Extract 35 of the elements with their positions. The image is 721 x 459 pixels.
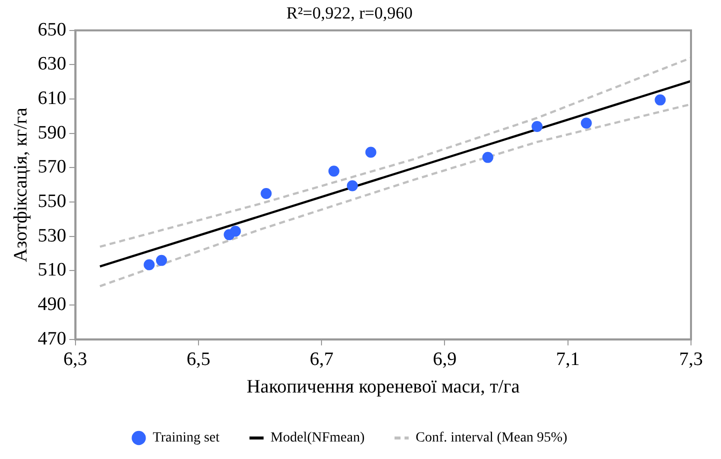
point: [482, 152, 494, 163]
y-tick-label: 530: [38, 225, 66, 246]
y-tick-label: 610: [38, 88, 66, 110]
y-tick-label: 630: [38, 54, 66, 75]
line-series: [98, 56, 691, 248]
point: [654, 94, 666, 106]
point: [328, 166, 340, 177]
x-tick-label: 6,5: [186, 348, 210, 370]
point: [230, 226, 241, 237]
x-tick-label: 6,3: [63, 348, 88, 370]
legend-label: Model(NFmean): [270, 430, 365, 446]
y-tick-label: 570: [38, 156, 66, 178]
y-tick-label: 490: [38, 294, 66, 316]
x-tick-label: 6,7: [310, 348, 334, 370]
y-tick-label: 510: [38, 260, 66, 281]
point: [346, 180, 358, 192]
y-tick-label: 590: [38, 122, 66, 144]
y-tick-label: 470: [38, 328, 66, 350]
legend-label: Conf. interval (Mean 95%): [416, 430, 568, 446]
point: [144, 259, 155, 270]
y-axis-title: Азотфіксація, кг/га: [10, 107, 32, 262]
y-tick-label: 550: [38, 191, 66, 212]
legend-label: Training set: [152, 430, 220, 446]
x-axis-title: Накопичення кореневої маси, т/га: [246, 376, 520, 398]
line-series: [98, 103, 691, 288]
point: [532, 121, 543, 132]
chart-title: R²=0,922, r=0,960: [286, 4, 413, 23]
point: [260, 188, 272, 199]
point: [156, 254, 167, 266]
x-tick-label: 6,9: [432, 348, 457, 370]
x-tick-label: 7,3: [679, 348, 703, 370]
x-tick-label: 7,1: [556, 348, 580, 370]
point: [580, 118, 592, 129]
y-tick-label: 650: [38, 19, 66, 40]
point: [365, 146, 376, 158]
